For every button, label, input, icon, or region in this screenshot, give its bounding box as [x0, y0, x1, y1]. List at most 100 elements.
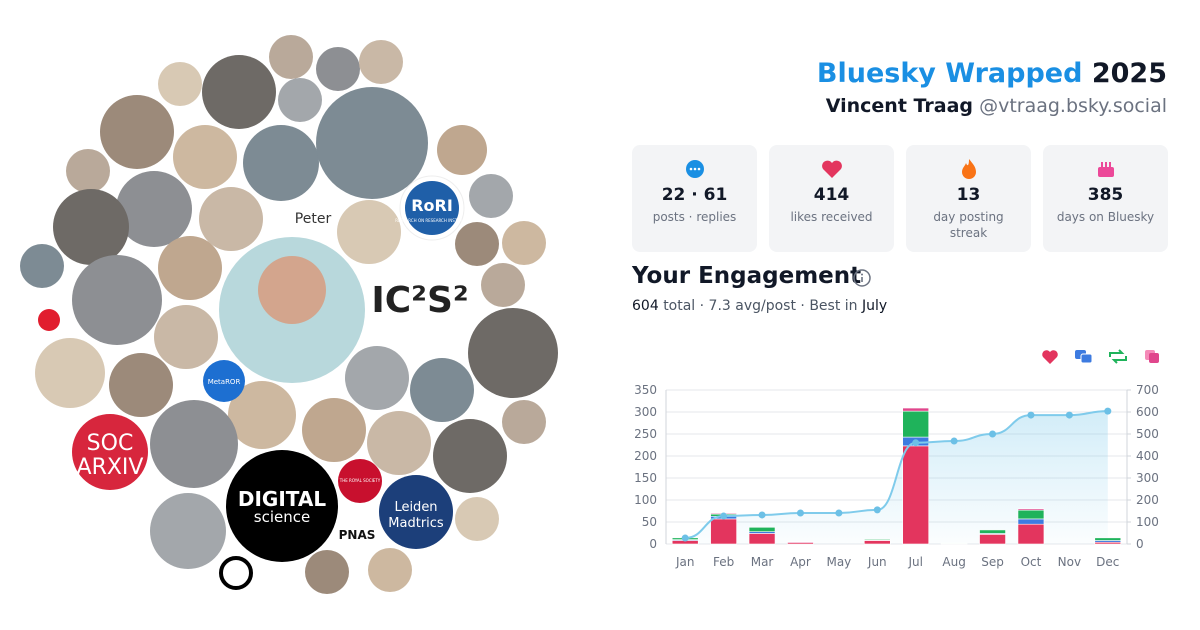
avatar[interactable] — [367, 411, 431, 475]
user: Vincent Traag @vtraag.bsky.social — [826, 95, 1167, 117]
y-tick-label: 200 — [634, 449, 657, 463]
avatar[interactable] — [502, 400, 546, 444]
avatar[interactable] — [72, 414, 148, 490]
avatar[interactable] — [35, 338, 105, 408]
avatar[interactable] — [202, 55, 276, 129]
avatar[interactable] — [379, 475, 453, 549]
avatar[interactable] — [278, 78, 322, 122]
x-tick-label: Sep — [981, 555, 1004, 569]
y-tick-label: 0 — [649, 537, 657, 551]
avatar[interactable] — [53, 189, 129, 265]
line-point — [989, 430, 997, 438]
bar-segment — [1017, 509, 1045, 520]
avatar[interactable] — [72, 255, 162, 345]
avatar-label: PNAS — [339, 528, 376, 542]
avatar[interactable] — [302, 398, 366, 462]
x-tick-label: Feb — [713, 555, 734, 569]
avatar[interactable] — [199, 187, 263, 251]
avatar-label: IC²S² — [371, 280, 468, 321]
avatar[interactable] — [410, 358, 474, 422]
avatar[interactable] — [455, 222, 499, 266]
bar-segment — [902, 445, 930, 545]
avatar-label: Leiden — [394, 500, 437, 515]
bar-segment — [1017, 523, 1045, 545]
bar-segment — [902, 410, 930, 438]
avatar[interactable] — [154, 305, 218, 369]
avatar[interactable] — [433, 419, 507, 493]
avatar[interactable] — [100, 95, 174, 169]
avatar[interactable] — [316, 47, 360, 91]
stat-card: 22 · 61 posts · replies — [632, 145, 757, 252]
user-name: Vincent Traag — [825, 95, 974, 117]
avatar[interactable] — [173, 125, 237, 189]
title-year: 2025 — [1091, 58, 1167, 89]
avatar-label: DIGITAL — [238, 487, 326, 511]
avatar-label: Madtrics — [388, 516, 444, 531]
y2-tick-label: 300 — [1136, 471, 1159, 485]
line-point — [835, 509, 843, 517]
avatar[interactable] — [337, 200, 401, 264]
avatar — [258, 256, 326, 324]
avatar[interactable] — [228, 381, 296, 449]
avatar[interactable] — [345, 346, 409, 410]
line-point — [1027, 411, 1035, 419]
icon — [1098, 162, 1114, 177]
avatar[interactable] — [158, 236, 222, 300]
avatar — [405, 181, 459, 235]
legend-reposts[interactable] — [1109, 349, 1127, 364]
avatar[interactable] — [468, 308, 558, 398]
avatar[interactable] — [269, 35, 313, 79]
avatar[interactable] — [150, 400, 238, 488]
y2-tick-label: 600 — [1136, 405, 1159, 419]
avatar[interactable] — [109, 353, 173, 417]
y-tick-label: 100 — [634, 493, 657, 507]
avatar[interactable] — [469, 174, 513, 218]
avatar[interactable] — [502, 221, 546, 265]
avatar[interactable] — [338, 459, 382, 503]
line-point — [1065, 411, 1073, 419]
chart: 0 50 100 150 200 250 300 350 0 100 200 300 400 500 600… — [634, 349, 1159, 569]
y2-tick-label: 100 — [1136, 515, 1159, 529]
avatar[interactable] — [455, 497, 499, 541]
summary: 604 total · 7.3 avg/post · Best in July — [632, 298, 887, 314]
line-point — [796, 509, 804, 517]
legend-replies[interactable] — [1075, 350, 1093, 364]
avatar[interactable] — [243, 125, 319, 201]
icon — [962, 159, 976, 179]
title: Bluesky Wrapped 2025 — [817, 58, 1167, 89]
bar-segment — [710, 518, 737, 545]
y2-tick-label: 500 — [1136, 427, 1159, 441]
avatar-label: ARXIV — [77, 455, 144, 480]
info-icon[interactable] — [852, 268, 872, 288]
stat-card: 414 likes received — [769, 145, 894, 252]
avatar[interactable] — [158, 62, 202, 106]
x-tick-label: Jun — [867, 555, 887, 569]
stat-value: 13 — [956, 185, 981, 205]
y2-tick-label: 400 — [1136, 449, 1159, 463]
line-point — [1104, 407, 1112, 415]
avatar[interactable] — [481, 263, 525, 307]
avatar[interactable] — [116, 171, 192, 247]
x-tick-label: Nov — [1058, 555, 1081, 569]
legend-likes[interactable] — [1042, 350, 1058, 364]
legend-quotes[interactable] — [1145, 350, 1159, 363]
avatar[interactable] — [368, 548, 412, 592]
avatar[interactable] — [150, 493, 226, 569]
avatar[interactable] — [203, 360, 245, 402]
avatar[interactable] — [66, 149, 110, 193]
line-point — [873, 506, 881, 514]
avatar[interactable] — [437, 125, 487, 175]
y2-tick-label: 0 — [1136, 537, 1144, 551]
avatar[interactable] — [20, 244, 64, 288]
icon — [822, 160, 842, 178]
avatar[interactable] — [316, 87, 428, 199]
avatar[interactable] — [226, 450, 338, 562]
line-point — [720, 512, 728, 520]
y2-tick-label: 200 — [1136, 493, 1159, 507]
stat-value: 22 · 61 — [661, 185, 728, 205]
avatar[interactable] — [305, 550, 349, 594]
stat-value: 414 — [813, 185, 850, 205]
y-tick-label: 150 — [634, 471, 657, 485]
avatar[interactable] — [359, 40, 403, 84]
y2-tick-label: 700 — [1136, 383, 1159, 397]
